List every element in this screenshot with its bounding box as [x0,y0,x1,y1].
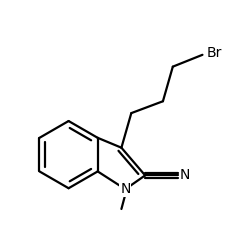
Text: Br: Br [207,46,222,60]
Text: N: N [179,168,190,182]
Text: N: N [120,182,131,196]
